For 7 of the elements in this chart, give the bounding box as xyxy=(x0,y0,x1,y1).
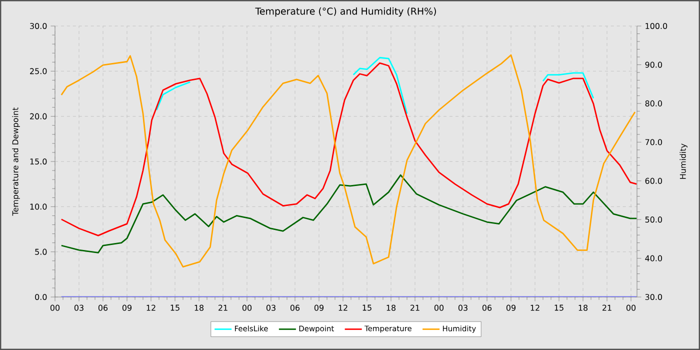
line-series xyxy=(352,56,408,114)
line-series xyxy=(60,62,638,236)
line-series xyxy=(156,81,191,111)
line-series xyxy=(542,72,594,99)
chart-title: Temperature (°C) and Humidity (RH%) xyxy=(255,7,436,17)
line-series xyxy=(60,54,636,268)
line-series xyxy=(60,174,638,254)
